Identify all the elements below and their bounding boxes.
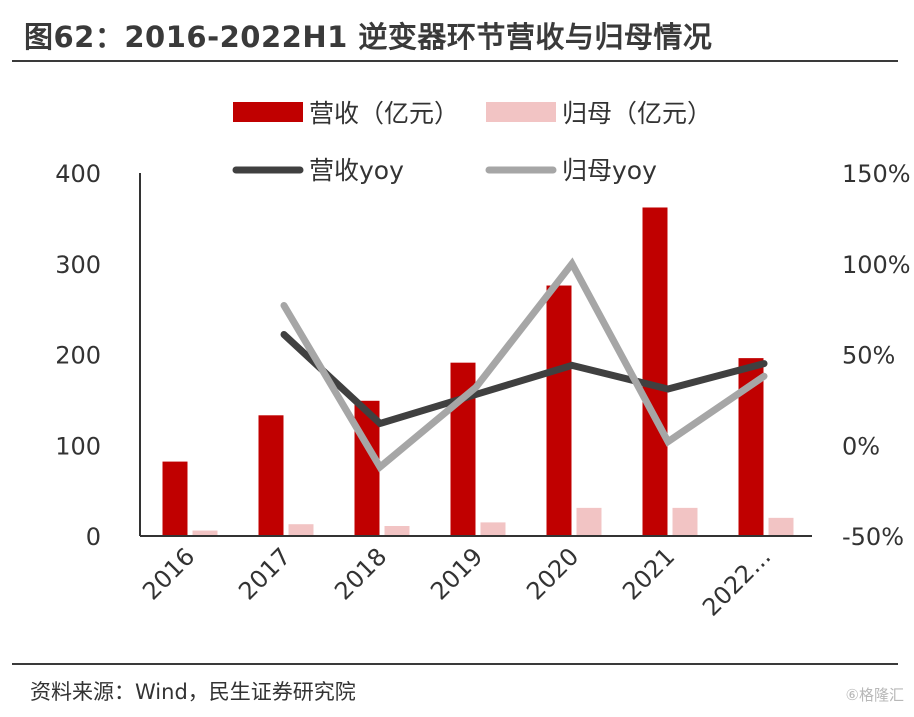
net-profit-bar (672, 507, 698, 536)
axes (139, 173, 812, 537)
x-tick-label: 2021 (617, 542, 680, 605)
revenue-bar (258, 415, 284, 536)
revenue-bar (642, 207, 668, 537)
x-tick-label: 2020 (521, 542, 584, 605)
legend-swatch-revenue (233, 102, 303, 122)
x-tick-label: 2018 (329, 542, 392, 605)
revenue-yoy-line (280, 331, 768, 428)
y-right-tick-label: 50% (842, 342, 895, 370)
chart-title: 图62：2016-2022H1 逆变器环节营收与归母情况 (24, 20, 713, 54)
y-left-tick-label: 400 (55, 160, 101, 188)
legend-label-revenue-yoy: 营收yoy (309, 156, 404, 185)
x-tick-label: 2019 (425, 542, 488, 605)
net-profit-bar (480, 522, 506, 536)
y-left-tick-label: 300 (55, 251, 101, 279)
lines (280, 257, 768, 473)
net-profit-bar (288, 524, 314, 536)
source-note: 资料来源：Wind，民生证券研究院 (30, 680, 356, 704)
revenue-bar (162, 461, 188, 536)
y-right-tick-label: 100% (842, 251, 911, 279)
x-axis: 2016 2017 2018 2019 2020 2021 2022... (137, 542, 776, 621)
legend-label-revenue: 营收（亿元） (309, 99, 459, 128)
chart: 营收（亿元） 归母（亿元） 营收yoy 归母yoy 0 100 200 300 400 -50… (55, 99, 911, 622)
x-tick-label: 2017 (233, 542, 296, 605)
y-right-tick-label: 0% (842, 432, 880, 460)
net-profit-bar (576, 507, 602, 536)
y-right-axis: -50% 0% 50% 100% 150% (842, 160, 911, 551)
title-divider (12, 60, 898, 62)
y-left-tick-label: 100 (55, 432, 101, 460)
revenue-bar (546, 285, 572, 536)
y-left-axis: 0 100 200 300 400 (55, 160, 101, 551)
net-profit-yoy-line (280, 257, 768, 473)
net-profit-bar (768, 517, 794, 536)
y-left-tick-label: 0 (86, 523, 101, 551)
y-right-tick-label: -50% (842, 523, 904, 551)
y-left-tick-label: 200 (55, 342, 101, 370)
legend-label-net-profit: 归母（亿元） (562, 99, 712, 128)
source-divider (12, 663, 898, 665)
y-right-tick-label: 150% (842, 160, 911, 188)
x-tick-label: 2022... (697, 542, 776, 621)
legend: 营收（亿元） 归母（亿元） 营收yoy 归母yoy (232, 99, 712, 185)
legend-label-net-profit-yoy: 归母yoy (562, 156, 657, 185)
bars (162, 207, 794, 537)
watermark: ⑥格隆汇 (845, 686, 904, 704)
legend-swatch-net-profit (486, 102, 556, 122)
net-profit-bar (384, 526, 410, 536)
x-tick-label: 2016 (137, 542, 200, 605)
net-profit-bar (192, 530, 218, 536)
